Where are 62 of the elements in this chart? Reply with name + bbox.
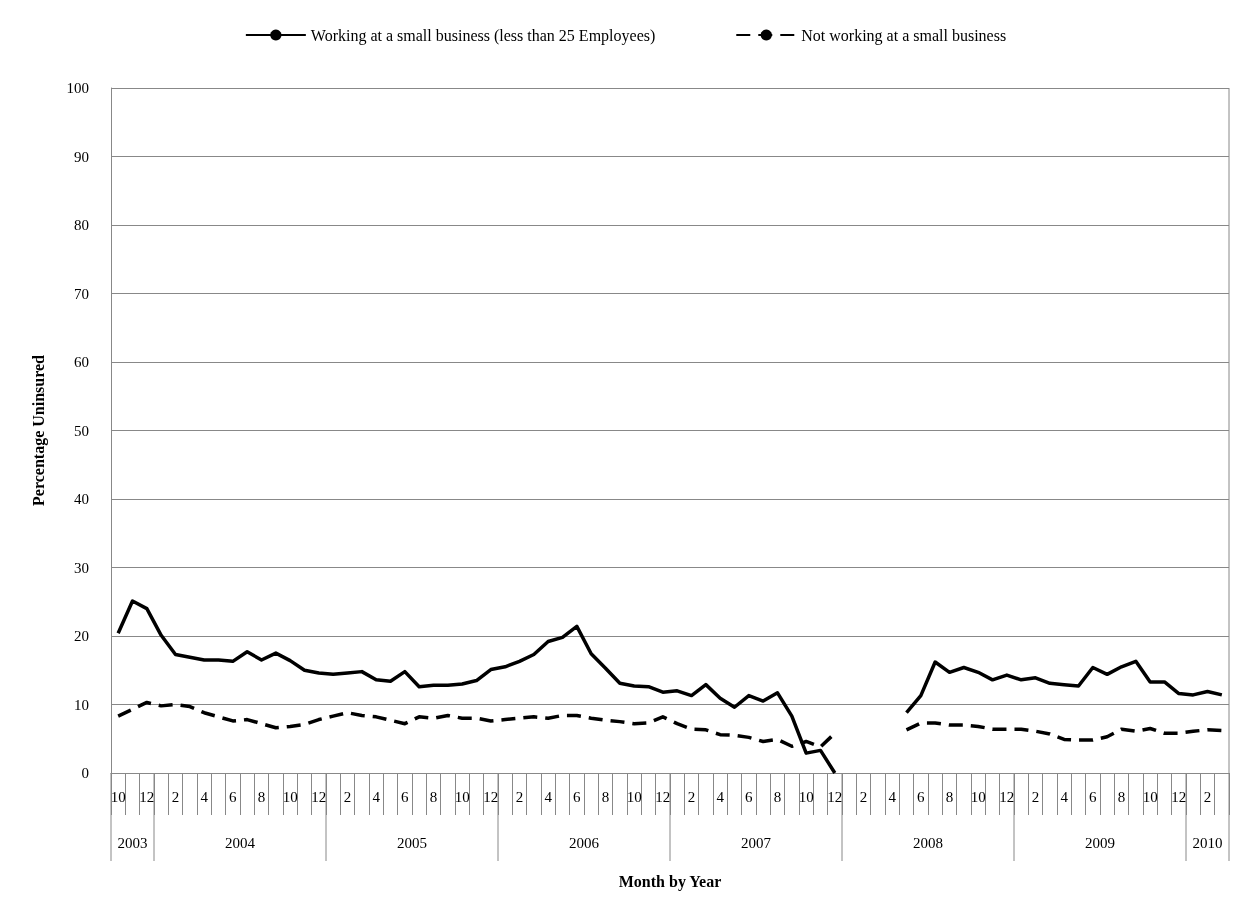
x-tick-label: 6 [401, 788, 410, 805]
x-tick-label: 4 [716, 788, 725, 805]
x-tick-label: 12 [999, 788, 1015, 805]
x-tick-label: 10 [626, 788, 642, 805]
x-tick-label: 8 [601, 788, 610, 805]
y-tick-label: 70 [74, 285, 89, 302]
x-tick-label: 4 [1060, 788, 1069, 805]
x-tick-label: 8 [945, 788, 954, 805]
x-tick-label: 6 [1089, 788, 1098, 805]
x-tick-label: 10 [454, 788, 470, 805]
x-tick-label: 2 [687, 788, 696, 805]
text: 2009 [1085, 835, 1115, 851]
x-tick-label: 6 [917, 788, 926, 805]
text: 2006 [569, 835, 600, 851]
text: 2007 [741, 835, 772, 851]
x-tick-label: 10 [970, 788, 986, 805]
legend-label: Not working at a small business [801, 26, 1007, 45]
text: 2008 [913, 835, 943, 851]
y-tick-label: 0 [81, 765, 89, 781]
x-tick-label: 2 [515, 788, 524, 805]
x-tick-label: 10 [798, 788, 814, 805]
y-tick-label: 60 [74, 354, 89, 370]
x-tick-label: 12 [139, 788, 155, 805]
legend-label: Working at a small business (less than 25 Employees) [310, 26, 656, 45]
x-tick-label: 4 [372, 788, 381, 805]
text: 2003 [117, 835, 148, 851]
x-tick-label: 4 [888, 788, 897, 805]
x-tick-label: 12 [655, 788, 671, 805]
x-tick-label: 2 [1203, 788, 1212, 805]
y-tick-label: 30 [74, 559, 89, 576]
x-tick-label: 6 [229, 788, 238, 805]
x-tick-label: 8 [429, 788, 438, 805]
y-tick-label: 100 [66, 80, 89, 96]
text: 2004 [225, 835, 256, 851]
x-axis-title: Month by Year [618, 872, 722, 891]
y-tick-label: 10 [74, 696, 89, 713]
y-tick-label: 50 [74, 422, 89, 439]
text: 2010 [1192, 835, 1223, 851]
x-tick-label: 2 [343, 788, 352, 805]
y-tick-label: 90 [74, 148, 89, 165]
x-tick-label: 6 [745, 788, 754, 805]
y-tick-label: 80 [74, 217, 89, 233]
x-tick-label: 2 [171, 788, 180, 805]
y-tick-label: 40 [74, 491, 89, 507]
y-axis-title: Percentage Uninsured [29, 354, 48, 506]
x-tick-label: 10 [1142, 788, 1158, 805]
x-tick-label: 4 [200, 788, 209, 805]
x-tick-label: 6 [573, 788, 582, 805]
x-tick-label: 4 [544, 788, 553, 805]
x-tick-label: 2 [859, 788, 868, 805]
x-tick-label: 10 [282, 788, 298, 805]
y-tick-label: 20 [74, 628, 89, 644]
x-tick-label: 8 [1117, 788, 1126, 805]
x-tick-label: 2 [1031, 788, 1040, 805]
text: 2005 [397, 835, 427, 851]
x-tick-label: 12 [827, 788, 843, 805]
x-tick-label: 12 [311, 788, 327, 805]
x-tick-label: 8 [773, 788, 782, 805]
x-tick-label: 8 [257, 788, 266, 805]
x-tick-label: 10 [110, 788, 126, 805]
x-tick-label: 12 [1171, 788, 1187, 805]
x-tick-label: 12 [483, 788, 499, 805]
